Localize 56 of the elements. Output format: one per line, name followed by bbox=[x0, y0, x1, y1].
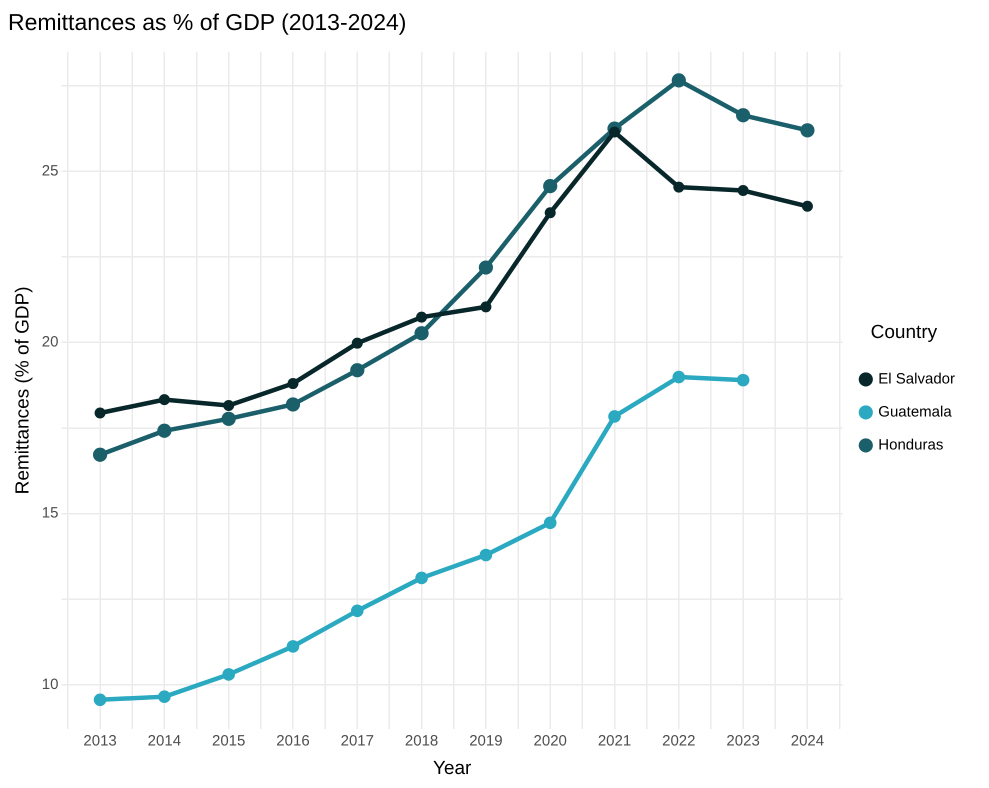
point bbox=[158, 394, 170, 406]
point bbox=[672, 73, 686, 88]
point bbox=[544, 207, 556, 218]
point bbox=[738, 185, 749, 196]
y-tick-label: 15 bbox=[42, 504, 58, 522]
point bbox=[800, 123, 815, 138]
point bbox=[414, 326, 429, 340]
point bbox=[287, 378, 298, 390]
point bbox=[352, 338, 363, 349]
x-tick-label: 2020 bbox=[534, 732, 567, 750]
y-axis-title: Remittances (% of GDP) bbox=[12, 286, 34, 494]
x-tick-label: 2018 bbox=[404, 732, 438, 750]
x-tick-label: 2015 bbox=[212, 732, 246, 750]
y-tick-label: 10 bbox=[42, 676, 58, 693]
x-tick-label: 2024 bbox=[790, 732, 824, 750]
point bbox=[608, 410, 621, 423]
chart-title: Remittances as % of GDP (2013-2024) bbox=[8, 9, 406, 36]
y-tick-label: 25 bbox=[42, 162, 58, 180]
point bbox=[480, 301, 492, 312]
x-tick-label: 2017 bbox=[340, 732, 374, 750]
point bbox=[222, 412, 236, 426]
point bbox=[736, 108, 750, 122]
legend-label: El Salvador bbox=[878, 370, 956, 388]
legend-title: Country bbox=[870, 322, 938, 343]
point bbox=[286, 397, 300, 412]
x-tick-label: 2023 bbox=[726, 732, 760, 750]
point bbox=[802, 200, 813, 212]
x-axis-title: Year bbox=[432, 758, 472, 779]
point bbox=[415, 572, 428, 584]
point bbox=[92, 448, 108, 462]
x-tick-label: 2014 bbox=[148, 732, 182, 750]
point bbox=[543, 178, 558, 194]
point bbox=[480, 548, 492, 562]
point bbox=[94, 693, 106, 706]
point bbox=[350, 363, 364, 378]
point bbox=[222, 668, 235, 681]
point bbox=[416, 312, 428, 323]
point bbox=[286, 640, 300, 653]
point bbox=[223, 400, 234, 411]
legend-label: Honduras bbox=[878, 436, 944, 454]
point bbox=[158, 690, 171, 703]
point bbox=[736, 374, 750, 386]
point bbox=[350, 604, 364, 618]
point bbox=[94, 407, 106, 418]
x-tick-label: 2019 bbox=[469, 732, 503, 750]
point bbox=[544, 516, 557, 530]
point bbox=[673, 182, 684, 193]
x-tick-label: 2013 bbox=[83, 732, 117, 750]
x-tick-label: 2016 bbox=[276, 732, 310, 750]
x-tick-label: 2021 bbox=[598, 732, 632, 750]
legend-label: Guatemala bbox=[878, 404, 952, 421]
y-tick-label: 20 bbox=[42, 334, 58, 351]
point bbox=[478, 260, 493, 275]
point bbox=[672, 370, 686, 384]
point bbox=[157, 424, 172, 438]
x-tick-label: 2022 bbox=[662, 732, 696, 750]
